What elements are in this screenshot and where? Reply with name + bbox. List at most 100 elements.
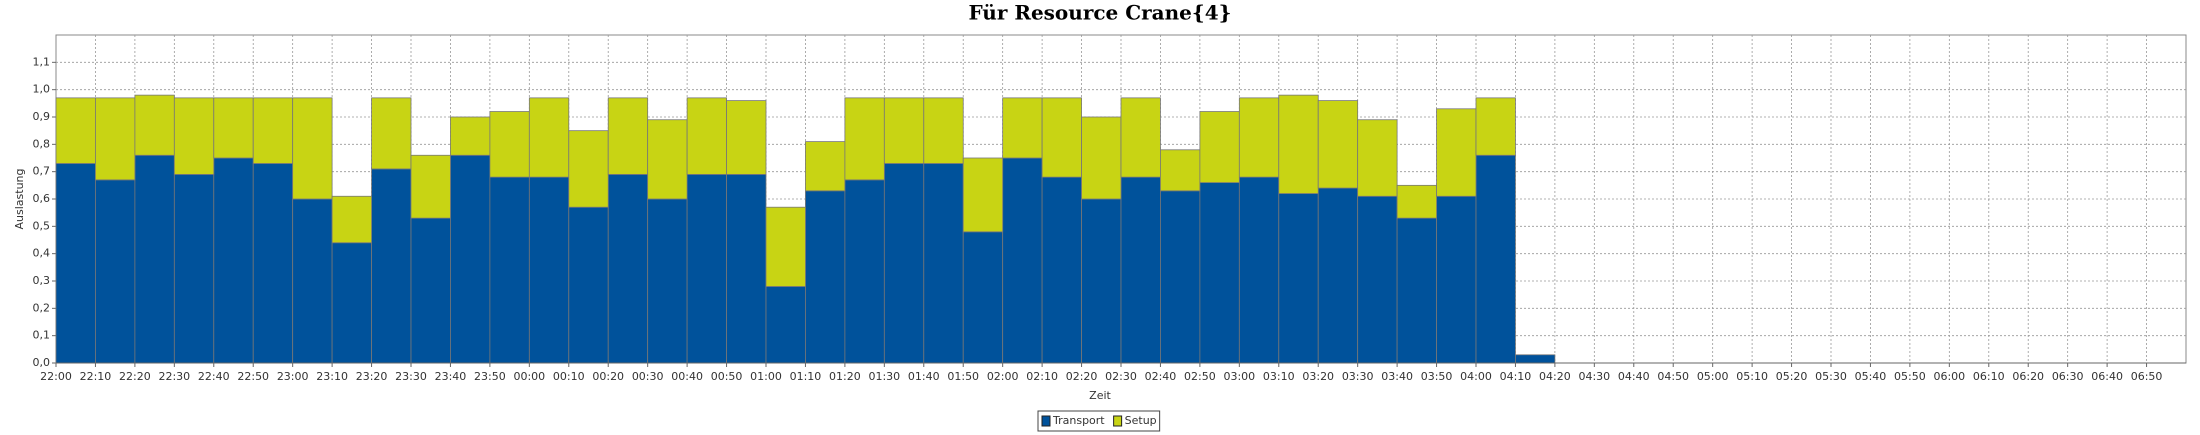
x-tick-label: 22:40 bbox=[198, 370, 230, 383]
bar-segment bbox=[686, 173, 727, 364]
bar-segment bbox=[1436, 195, 1477, 364]
bar-segment bbox=[726, 100, 767, 175]
x-tick-label: 02:10 bbox=[1026, 370, 1058, 383]
x-axis-label: Zeit bbox=[1089, 389, 1111, 402]
bar-segment bbox=[962, 157, 1004, 233]
legend: Transport Setup bbox=[1037, 410, 1161, 432]
legend-box bbox=[1037, 410, 1161, 432]
bar-segment bbox=[1515, 354, 1556, 364]
x-tick-label: 04:10 bbox=[1500, 370, 1532, 383]
x-tick-label: 23:40 bbox=[435, 370, 467, 383]
bar-segment bbox=[410, 217, 451, 364]
bar-segment bbox=[1475, 154, 1516, 364]
y-tick-label: 0,6 bbox=[33, 192, 51, 205]
bar-segment bbox=[489, 176, 530, 364]
x-tick-label: 04:20 bbox=[1539, 370, 1571, 383]
bar-segment bbox=[55, 97, 96, 164]
x-tick-label: 05:10 bbox=[1736, 370, 1768, 383]
bar-segment bbox=[1160, 149, 1201, 192]
x-tick-label: 05:40 bbox=[1855, 370, 1887, 383]
y-tick-label: 0,3 bbox=[33, 274, 51, 287]
bar-segment bbox=[528, 97, 570, 178]
x-tick-label: 00:30 bbox=[632, 370, 664, 383]
y-tick-label: 1,1 bbox=[33, 55, 51, 68]
bar-segment bbox=[134, 154, 175, 364]
bar-segment bbox=[1238, 176, 1280, 364]
bar-segment bbox=[292, 97, 333, 200]
bar-segment bbox=[213, 97, 254, 159]
bar-segment bbox=[1199, 182, 1240, 364]
x-tick-label: 03:50 bbox=[1421, 370, 1453, 383]
x-tick-label: 03:40 bbox=[1381, 370, 1413, 383]
bar-segment bbox=[371, 168, 412, 364]
bar-segment bbox=[883, 97, 925, 164]
bar-segment bbox=[923, 163, 964, 364]
x-tick-label: 00:50 bbox=[711, 370, 743, 383]
x-tick-label: 23:50 bbox=[474, 370, 506, 383]
bar-segment bbox=[528, 176, 570, 364]
legend-label: Setup bbox=[1125, 414, 1157, 427]
bar-segment bbox=[173, 97, 215, 175]
x-tick-label: 22:20 bbox=[119, 370, 151, 383]
x-tick-label: 00:00 bbox=[513, 370, 545, 383]
x-tick-label: 02:20 bbox=[1066, 370, 1098, 383]
bar-segment bbox=[607, 173, 649, 364]
bar-segment bbox=[1002, 157, 1043, 364]
bar-segment bbox=[55, 163, 96, 364]
bar-segment bbox=[1120, 97, 1161, 178]
bar-segment bbox=[371, 97, 412, 170]
bar-segment bbox=[410, 154, 451, 219]
y-tick-label: 0,0 bbox=[33, 356, 51, 369]
bar-segment bbox=[1396, 184, 1437, 219]
x-tick-label: 06:40 bbox=[2091, 370, 2123, 383]
bar-segment bbox=[765, 206, 806, 287]
legend-label: Transport bbox=[1052, 414, 1105, 427]
bar-segment bbox=[173, 173, 215, 364]
bar-segment bbox=[95, 97, 136, 181]
x-tick-label: 03:00 bbox=[1223, 370, 1255, 383]
bar-segment bbox=[450, 154, 491, 364]
bar-segment bbox=[1278, 94, 1319, 194]
bar-segment bbox=[726, 173, 767, 364]
x-tick-label: 05:00 bbox=[1697, 370, 1729, 383]
x-tick-label: 05:50 bbox=[1894, 370, 1926, 383]
x-tick-label: 04:40 bbox=[1618, 370, 1650, 383]
bar-segment bbox=[252, 163, 294, 364]
x-tick-label: 06:20 bbox=[2012, 370, 2044, 383]
x-tick-label: 02:30 bbox=[1105, 370, 1137, 383]
bar-segment bbox=[1357, 119, 1398, 197]
x-tick-label: 01:10 bbox=[790, 370, 822, 383]
y-tick-label: 0,2 bbox=[33, 301, 51, 314]
bar-segment bbox=[252, 97, 294, 164]
y-tick-label: 0,4 bbox=[33, 247, 51, 260]
y-axis-label: Auslastung bbox=[13, 169, 26, 230]
chart-title: Für Resource Crane{4} bbox=[968, 1, 1231, 25]
x-tick-label: 22:10 bbox=[80, 370, 112, 383]
x-tick-label: 01:20 bbox=[829, 370, 861, 383]
bar-segment bbox=[962, 231, 1004, 364]
bar-segment bbox=[607, 97, 649, 175]
x-tick-label: 22:00 bbox=[40, 370, 72, 383]
bar-segment bbox=[1081, 198, 1122, 364]
bar-segment bbox=[1396, 217, 1437, 364]
x-tick-label: 06:50 bbox=[2131, 370, 2163, 383]
x-tick-label: 05:30 bbox=[1815, 370, 1847, 383]
bar-segment bbox=[1002, 97, 1043, 159]
x-tick-label: 02:50 bbox=[1184, 370, 1216, 383]
bar-segment bbox=[1436, 108, 1477, 197]
bar-segment bbox=[1317, 187, 1359, 364]
bar-segment bbox=[765, 286, 806, 364]
x-tick-label: 22:50 bbox=[237, 370, 269, 383]
bar-segment bbox=[1199, 111, 1240, 183]
x-tick-label: 05:20 bbox=[1776, 370, 1808, 383]
x-tick-label: 04:50 bbox=[1657, 370, 1689, 383]
bar-segment bbox=[568, 206, 609, 364]
bar-segment bbox=[1357, 195, 1398, 364]
y-tick-label: 0,9 bbox=[33, 110, 51, 123]
y-tick-label: 1,0 bbox=[33, 83, 51, 96]
x-tick-label: 06:30 bbox=[2052, 370, 2084, 383]
bar-segment bbox=[1041, 97, 1082, 178]
x-tick-label: 22:30 bbox=[158, 370, 190, 383]
bar-segment bbox=[1120, 176, 1161, 364]
